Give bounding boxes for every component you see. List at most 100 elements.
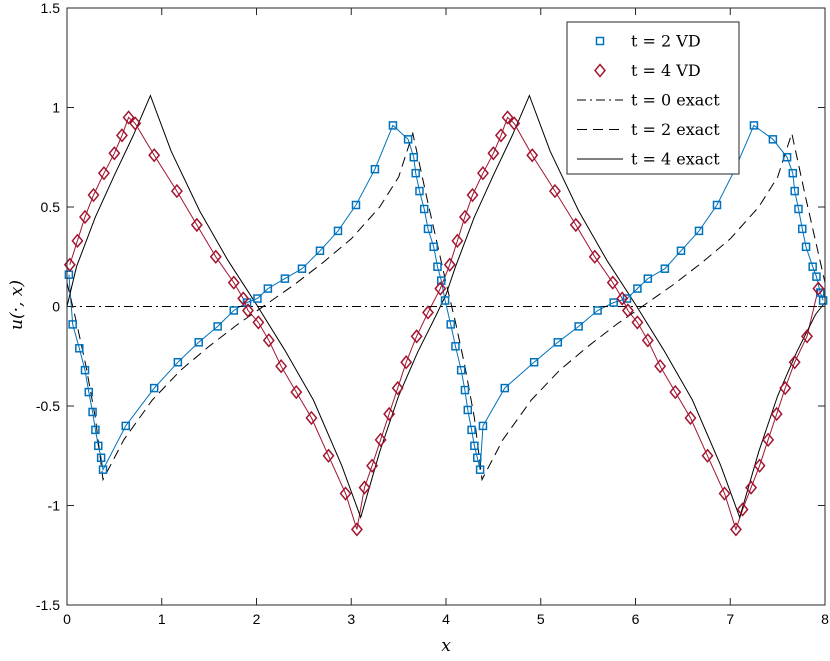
series-1-point bbox=[801, 329, 813, 344]
x-tick-label: 1 bbox=[158, 611, 166, 627]
series-0-point bbox=[574, 322, 583, 331]
series-0-point bbox=[470, 441, 479, 451]
series-1-point bbox=[616, 291, 629, 306]
legend-entry-label: t = 4 exact bbox=[631, 150, 720, 169]
series-0-point bbox=[194, 338, 203, 347]
series-1-point bbox=[812, 281, 825, 296]
series-1-point bbox=[275, 359, 288, 374]
series-1-point bbox=[262, 333, 275, 348]
series-1-point bbox=[729, 522, 742, 537]
series-1-point bbox=[190, 217, 203, 233]
series-0-point bbox=[149, 383, 159, 393]
series-1-point bbox=[641, 333, 654, 348]
series-0-point bbox=[433, 262, 442, 271]
series-0-point bbox=[80, 365, 90, 375]
series-0-point bbox=[84, 387, 94, 397]
series-0-point bbox=[315, 246, 325, 256]
series-1-point bbox=[339, 486, 352, 501]
series-0-point bbox=[388, 121, 398, 130]
x-tick-label: 7 bbox=[726, 611, 734, 627]
series-0-point bbox=[440, 296, 450, 305]
series-4-line bbox=[66, 94, 826, 520]
series-0-point bbox=[808, 262, 817, 271]
series-0-point bbox=[411, 168, 420, 178]
series-1-point bbox=[97, 165, 110, 181]
series-1-point bbox=[753, 458, 766, 473]
x-tick-label: 0 bbox=[63, 611, 71, 627]
series-0-point bbox=[88, 407, 97, 417]
legend: t = 2 VD t = 4 VD t = 0 exact t = 2 exact t … bbox=[566, 21, 740, 175]
series-0-point bbox=[768, 135, 778, 144]
series-1-point bbox=[736, 502, 749, 517]
series-0-point bbox=[593, 306, 602, 315]
y-tick-label: 0 bbox=[52, 299, 60, 315]
series-1-point bbox=[788, 355, 801, 370]
series-0-point bbox=[297, 264, 307, 273]
series-0-point bbox=[446, 320, 455, 329]
series-0-point bbox=[794, 204, 803, 214]
series-0-point bbox=[403, 135, 413, 144]
series-0-point bbox=[609, 298, 618, 307]
series-1-point bbox=[466, 187, 479, 203]
series-0-point bbox=[801, 242, 811, 252]
series-1-point bbox=[669, 384, 682, 400]
series-0-point bbox=[229, 306, 239, 315]
series-0-point bbox=[370, 164, 380, 174]
series-0-point bbox=[333, 226, 343, 236]
series-0-point bbox=[553, 338, 563, 347]
x-tick-label: 4 bbox=[442, 611, 450, 627]
series-0-point bbox=[463, 405, 473, 415]
series-0-point bbox=[98, 465, 108, 474]
x-axis-label: x bbox=[441, 636, 451, 656]
y-tick-label: -0.5 bbox=[36, 398, 60, 414]
series-0-point bbox=[456, 365, 466, 375]
series-1-point bbox=[654, 359, 667, 374]
series-0-point bbox=[280, 274, 290, 283]
series-0-point bbox=[415, 186, 424, 196]
series-0-point bbox=[749, 121, 759, 130]
series-1-point bbox=[548, 183, 561, 199]
series-0-point bbox=[96, 453, 106, 462]
series-1-point bbox=[129, 116, 142, 131]
series-1-point bbox=[779, 380, 792, 396]
series-1-point bbox=[684, 410, 697, 426]
series-1-point bbox=[434, 281, 447, 296]
x-tick-label: 3 bbox=[347, 611, 355, 627]
series-0-point bbox=[712, 200, 722, 210]
series-1-point bbox=[252, 315, 265, 330]
series-1-point bbox=[762, 432, 775, 448]
series-0-point bbox=[676, 246, 686, 256]
series-0-point bbox=[68, 320, 77, 329]
series-1-point bbox=[322, 448, 335, 463]
series-0-point bbox=[788, 168, 798, 178]
series-1-point bbox=[108, 146, 121, 161]
y-tick-label: 0.5 bbox=[41, 199, 61, 215]
series-1-point bbox=[391, 380, 404, 396]
series-0-point bbox=[94, 441, 103, 451]
series-0-point bbox=[643, 274, 653, 283]
series-0-point bbox=[798, 224, 807, 234]
y-tick-label: -1.5 bbox=[36, 597, 60, 613]
series-1-point bbox=[227, 275, 240, 290]
series-0-point bbox=[460, 385, 470, 395]
series-0-point bbox=[419, 204, 429, 214]
series-0-point bbox=[263, 284, 273, 293]
y-tick-label: 1 bbox=[52, 100, 60, 116]
series-0-point bbox=[91, 425, 100, 435]
series-1-point bbox=[410, 329, 423, 344]
x-tick-label: 5 bbox=[537, 611, 545, 627]
series-1-point bbox=[458, 209, 471, 225]
series-0-point bbox=[173, 357, 183, 367]
series-1-point bbox=[451, 233, 464, 249]
series-0-point bbox=[478, 421, 488, 431]
series-1-point bbox=[588, 249, 601, 264]
series-0-point bbox=[633, 284, 642, 293]
series-1-point bbox=[374, 432, 387, 448]
series-0-point bbox=[473, 453, 482, 462]
series-0-point bbox=[409, 153, 419, 162]
series-0-point bbox=[351, 200, 361, 210]
series-1-point bbox=[71, 233, 84, 249]
series-0-point bbox=[423, 224, 433, 234]
y-axis-label: u(·, x) bbox=[7, 280, 27, 330]
